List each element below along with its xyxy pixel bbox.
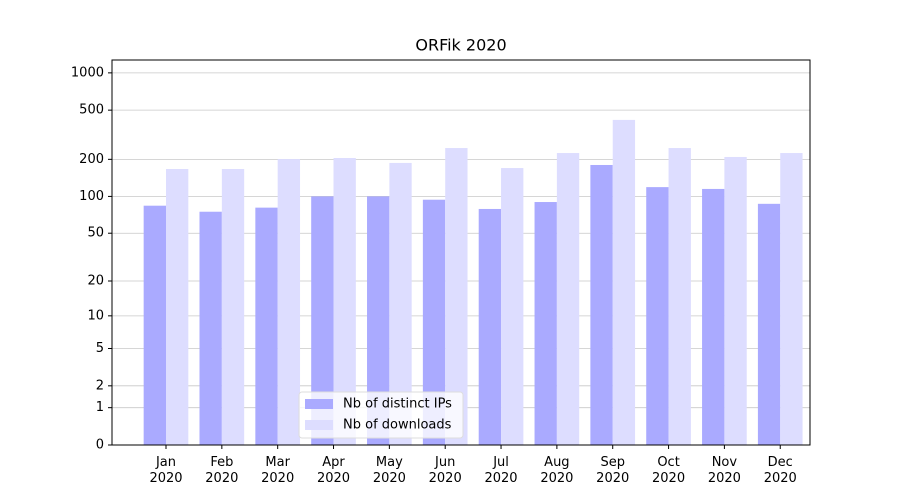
bar [166, 169, 189, 445]
x-tick-label: Dec 2020 [764, 455, 797, 486]
legend-swatch [305, 420, 333, 430]
bar [534, 202, 557, 445]
bar [311, 196, 334, 445]
bar [724, 156, 747, 445]
x-tick-label: May 2020 [373, 455, 406, 486]
bar [501, 168, 524, 446]
bar [199, 211, 222, 445]
y-tick-label: 100 [79, 189, 104, 204]
y-tick-label: 200 [79, 152, 104, 167]
bar [556, 153, 580, 445]
y-tick-label: 2 [96, 378, 104, 393]
bar [590, 164, 613, 445]
bar [702, 188, 725, 445]
chart-title: ORFik 2020 [415, 36, 506, 55]
x-tick-label: Jan 2020 [149, 455, 182, 486]
legend-box [298, 391, 464, 439]
y-tick-label: 5 [96, 341, 104, 356]
plot-frame [111, 59, 811, 446]
x-tick-label: Jul 2020 [484, 455, 517, 486]
x-tick-label: Oct 2020 [652, 455, 685, 486]
y-tick-label: 20 [87, 274, 104, 289]
bar [333, 158, 356, 445]
y-tick-label: 50 [87, 226, 104, 241]
x-tick-label: Apr 2020 [317, 455, 350, 486]
y-tick-label: 500 [79, 103, 104, 118]
y-tick-label: 0 [96, 438, 104, 453]
bar [422, 199, 446, 445]
y-tick-label: 1 [96, 400, 104, 415]
bar [668, 148, 691, 445]
bar [478, 208, 502, 445]
bar [389, 162, 412, 445]
x-tick-label: Feb 2020 [205, 455, 238, 486]
x-tick-label: Jun 2020 [429, 455, 462, 486]
bar [780, 153, 803, 445]
x-tick-label: Aug 2020 [540, 455, 573, 486]
bar [367, 196, 390, 445]
bar [221, 169, 245, 445]
bar [757, 203, 781, 445]
bar [143, 205, 166, 445]
x-tick-label: Nov 2020 [708, 455, 741, 486]
legend-label: Nb of distinct IPs [343, 397, 452, 412]
bar [277, 159, 301, 445]
bar [445, 148, 468, 445]
y-tick-label: 1000 [71, 65, 104, 80]
x-tick-label: Mar 2020 [261, 455, 294, 486]
bar [646, 187, 669, 445]
legend-swatch [305, 399, 333, 409]
y-tick-label: 10 [87, 308, 104, 323]
legend-label: Nb of downloads [343, 418, 452, 433]
bar [255, 207, 278, 445]
x-tick-label: Sep 2020 [596, 455, 629, 486]
bar [612, 119, 636, 446]
